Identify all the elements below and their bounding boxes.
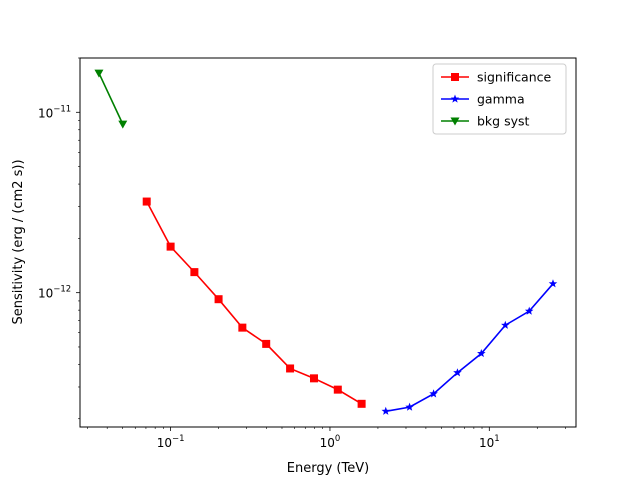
legend-label-significance: significance — [477, 70, 552, 85]
legend-marker-significance — [451, 73, 459, 81]
data-point-significance — [167, 243, 175, 251]
data-point-significance — [310, 374, 318, 382]
y-axis-label: Sensitivity (erg / (cm2 s)) — [11, 159, 26, 324]
data-point-significance — [190, 268, 198, 276]
legend: significance gamma bkg syst — [433, 64, 566, 134]
data-point-significance — [286, 364, 294, 372]
data-point-significance — [215, 295, 223, 303]
data-point-significance — [334, 386, 342, 394]
data-point-significance — [238, 324, 246, 332]
data-point-significance — [358, 400, 366, 408]
data-point-significance — [262, 340, 270, 348]
data-point-significance — [143, 198, 151, 206]
legend-label-gamma: gamma — [477, 92, 525, 107]
legend-label-bkg-syst: bkg syst — [477, 114, 530, 129]
x-axis-label: Energy (TeV) — [287, 461, 369, 476]
